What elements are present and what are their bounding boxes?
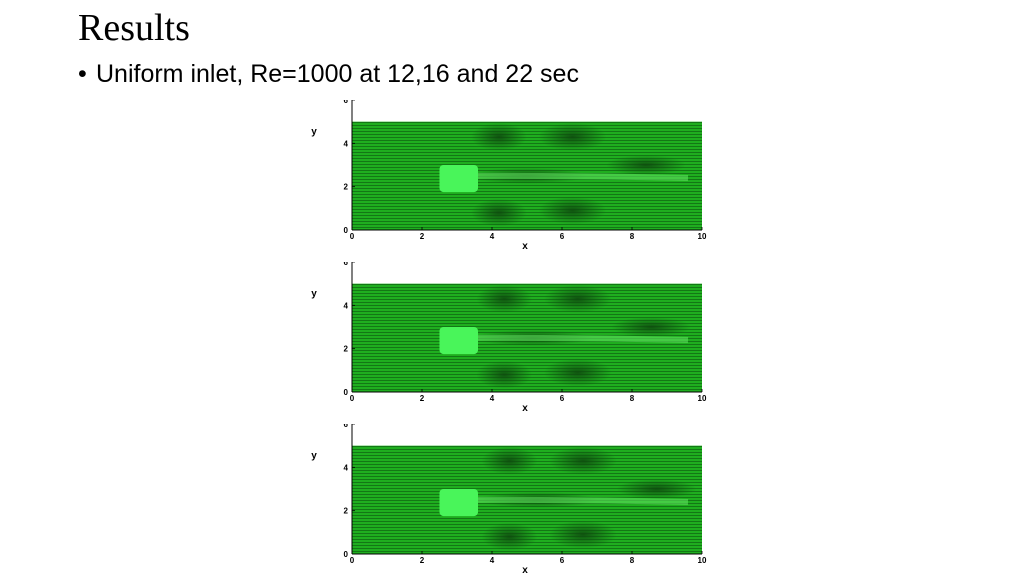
- vortex-region: [543, 284, 612, 313]
- vortex-region: [476, 284, 533, 313]
- x-tick-label: 8: [630, 556, 635, 565]
- y-tick-label: 0: [344, 226, 349, 235]
- slide-title: Results: [78, 7, 190, 49]
- x-tick-label: 8: [630, 232, 635, 241]
- x-tick-label: 0: [350, 232, 355, 241]
- x-tick-label: 6: [560, 232, 565, 241]
- x-tick-label: 6: [560, 556, 565, 565]
- flow-plot-1-svg: 0 2 4 6 8 10 0 2 4 6 x y: [311, 100, 707, 250]
- y-tick-label: 4: [344, 301, 349, 310]
- vortex-region: [549, 446, 617, 475]
- x-tick-label: 10: [698, 232, 707, 241]
- bullet-point: • Uniform inlet, Re=1000 at 12,16 and 22 …: [78, 58, 579, 90]
- x-tick-label: 4: [490, 232, 495, 241]
- x-tick-label: 2: [420, 556, 425, 565]
- bullet-dot: •: [78, 60, 87, 88]
- bluff-body: [439, 489, 478, 517]
- x-axis-label: x: [522, 241, 528, 250]
- x-axis-label: x: [522, 403, 528, 412]
- y-tick-label: 0: [344, 388, 349, 397]
- vortex-region: [471, 122, 527, 151]
- y-tick-label: 6: [344, 262, 349, 267]
- vortex-region: [481, 522, 538, 551]
- x-tick-label: 8: [630, 394, 635, 403]
- x-tick-label: 4: [490, 556, 495, 565]
- y-tick-label: 2: [344, 345, 349, 354]
- bluff-body: [439, 165, 478, 193]
- x-axis-label: x: [522, 565, 528, 574]
- flow-plot-3: 0 2 4 6 8 10 0 2 4 6 x y: [300, 424, 720, 574]
- y-tick-label: 6: [344, 424, 349, 429]
- y-tick-label: 0: [344, 550, 349, 559]
- y-tick-label: 2: [344, 507, 349, 516]
- vortex-region: [538, 196, 607, 225]
- y-axis-label: y: [311, 127, 317, 138]
- bullet-text: Uniform inlet, Re=1000 at 12,16 and 22 s…: [96, 60, 579, 88]
- vortex-region: [549, 520, 617, 549]
- x-tick-label: 0: [350, 394, 355, 403]
- x-tick-label: 10: [698, 394, 707, 403]
- x-tick-label: 0: [350, 556, 355, 565]
- flow-plot-3-svg: 0 2 4 6 8 10 0 2 4 6 x y: [311, 424, 707, 574]
- flow-plot-2: 0 2 4 6 8 10 0 2 4 6 x y: [300, 262, 720, 412]
- vortex-region: [616, 479, 697, 499]
- x-tick-label: 4: [490, 394, 495, 403]
- bluff-body: [439, 327, 478, 355]
- vortex-region: [481, 446, 538, 475]
- x-tick-label: 2: [420, 394, 425, 403]
- wake-jet: [477, 172, 689, 181]
- vortex-region: [476, 360, 533, 389]
- y-tick-label: 4: [344, 463, 349, 472]
- x-tick-label: 2: [420, 232, 425, 241]
- vortex-region: [538, 122, 607, 151]
- y-tick-label: 4: [344, 139, 349, 148]
- x-tick-label: 6: [560, 394, 565, 403]
- vortex-region: [543, 358, 612, 387]
- y-tick-label: 2: [344, 183, 349, 192]
- y-tick-label: 6: [344, 100, 349, 105]
- wake-jet: [477, 334, 689, 343]
- wake-jet: [477, 496, 689, 505]
- vortex-region: [606, 155, 686, 175]
- flow-plot-2-svg: 0 2 4 6 8 10 0 2 4 6 x y: [311, 262, 707, 412]
- y-axis-label: y: [311, 289, 317, 300]
- flow-plot-1: 0 2 4 6 8 10 0 2 4 6 x y: [300, 100, 720, 250]
- x-tick-label: 10: [698, 556, 707, 565]
- vortex-region: [471, 198, 527, 227]
- vortex-region: [611, 317, 692, 337]
- y-axis-label: y: [311, 451, 317, 462]
